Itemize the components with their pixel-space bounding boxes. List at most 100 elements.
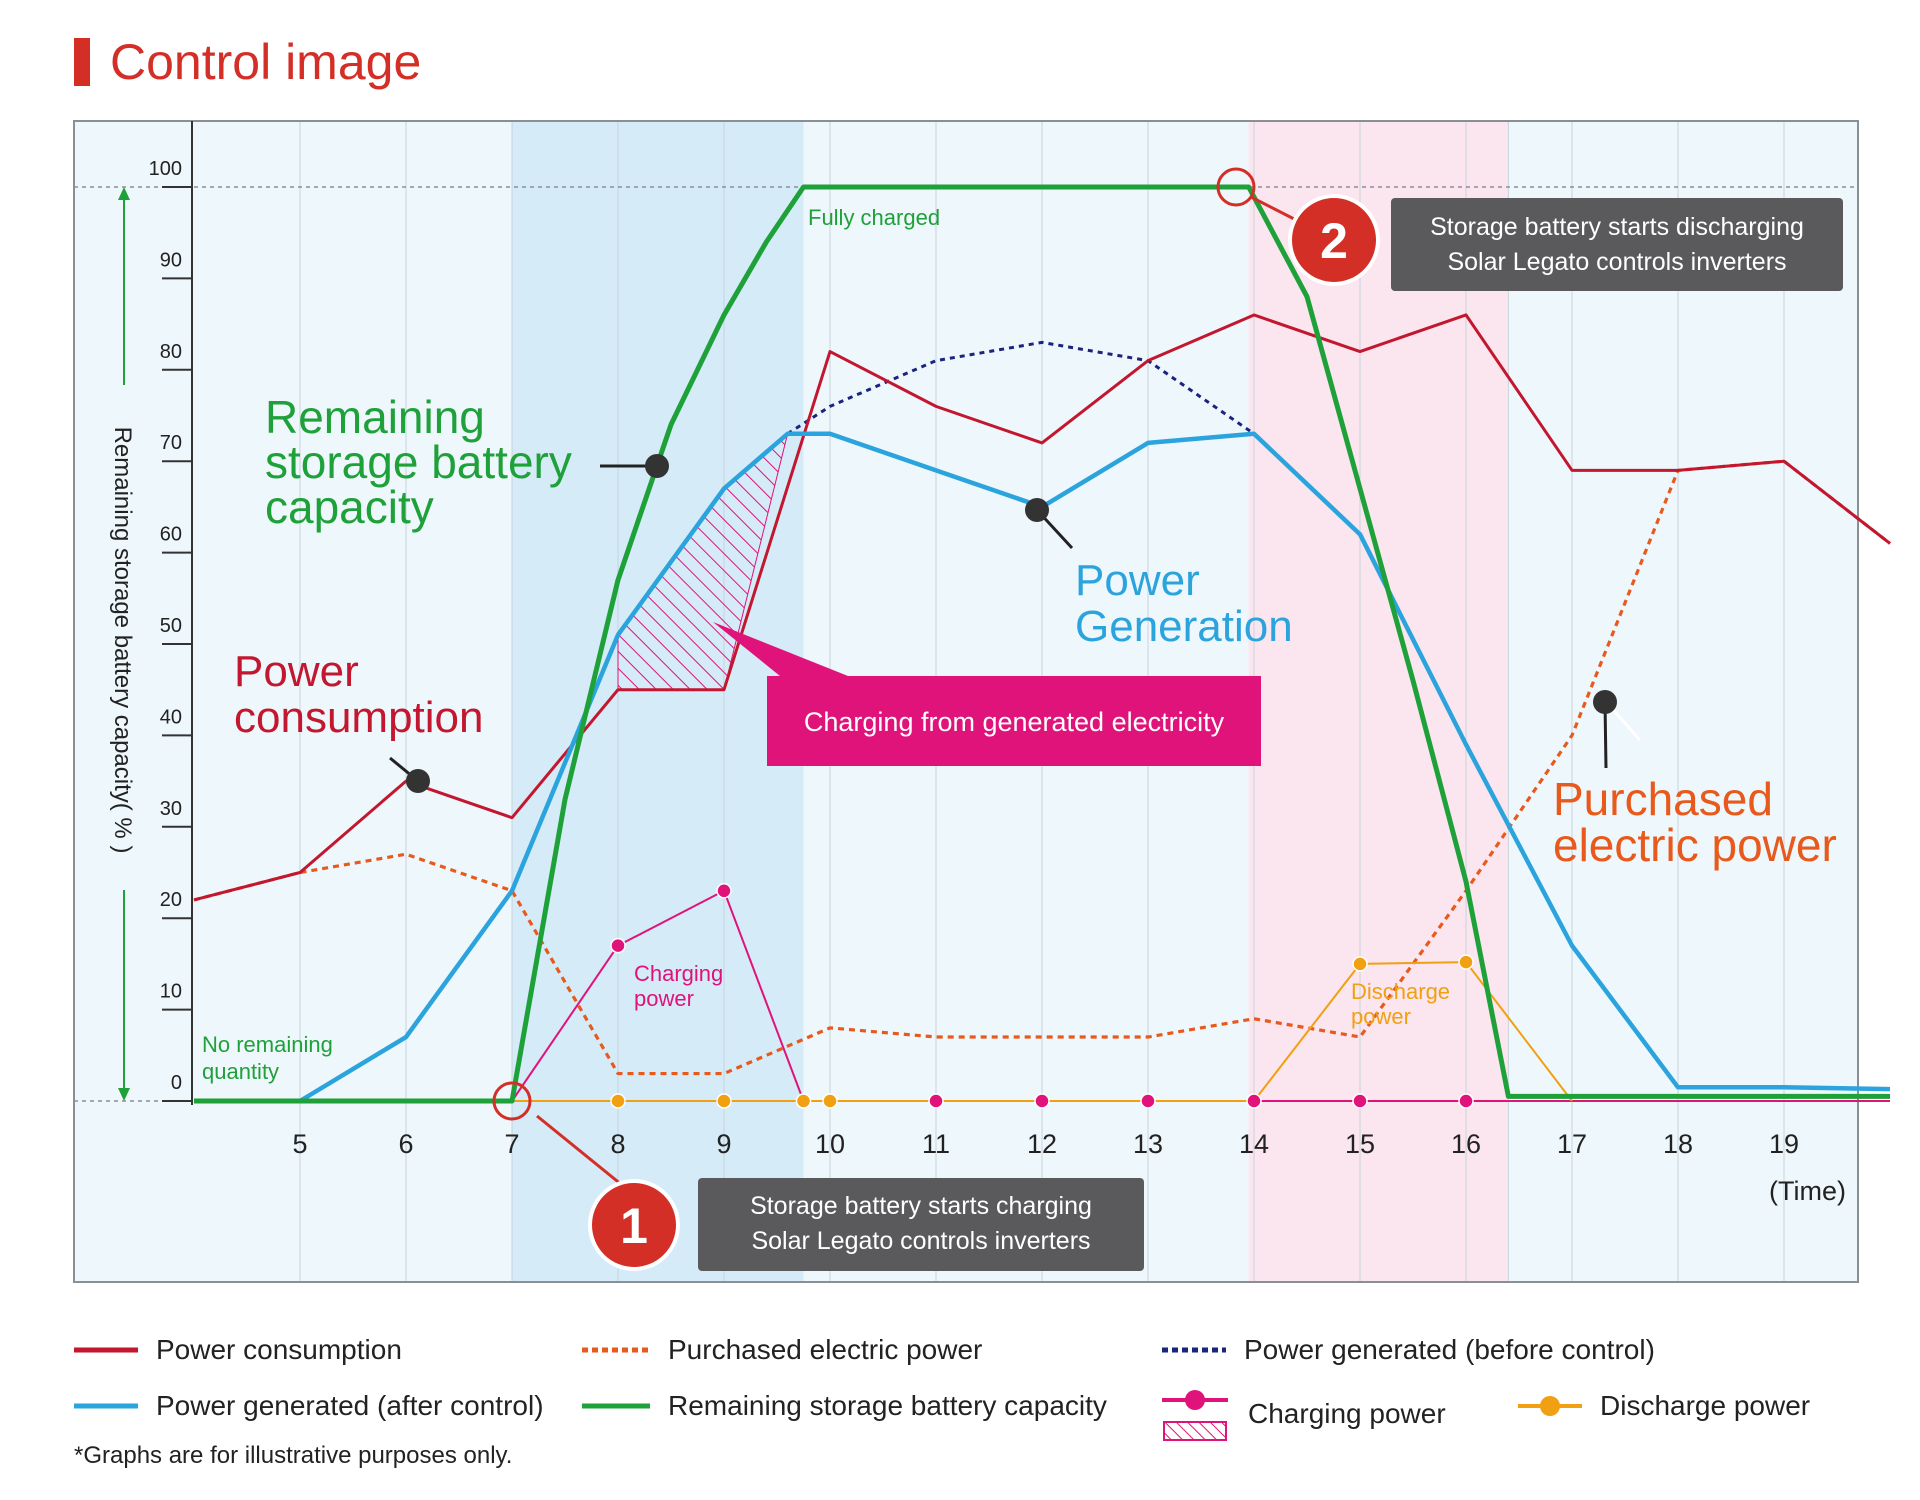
x-tick-label-12: 12 <box>1027 1129 1057 1159</box>
x-tick-label-16: 16 <box>1451 1129 1481 1159</box>
y-axis-title: Remaining storage battery capacity( % ) <box>109 427 136 854</box>
y-tick-label-40: 40 <box>160 706 182 728</box>
pink-callout-box <box>767 676 1261 766</box>
label-power-consumption-line-1: Power <box>234 647 359 696</box>
label-charging-power-line-2: power <box>634 986 694 1011</box>
charging-marker-11 <box>928 1093 944 1109</box>
legend-swatch-discharge <box>1518 1396 1582 1416</box>
series-line-generated_after <box>194 431 1891 1104</box>
x-axis-title: (Time) <box>1769 1176 1846 1206</box>
x-tick-label-10: 10 <box>815 1129 845 1159</box>
x-tick-label-17: 17 <box>1557 1129 1587 1159</box>
legend-item-battery: Remaining storage battery capacity <box>582 1390 1107 1422</box>
callout-2-number: 2 <box>1320 213 1348 269</box>
callout-1-ring <box>492 1081 532 1121</box>
label-remaining-capacity-line-3: capacity <box>265 481 434 533</box>
discharge-marker-8 <box>610 1093 626 1109</box>
legend-item-charging: Charging power <box>1162 1386 1446 1442</box>
legend-item-generated-before: Power generated (before control) <box>1162 1334 1655 1366</box>
charging-marker-15 <box>1352 1093 1368 1109</box>
callout-2-box <box>1391 198 1843 291</box>
charging-marker-13 <box>1140 1093 1156 1109</box>
x-tick-label-14: 14 <box>1239 1129 1269 1159</box>
y-arrow-bottom-head <box>118 1088 130 1101</box>
callout-1-text-line-1: Storage battery starts charging <box>750 1192 1092 1220</box>
disclaimer-note: *Graphs are for illustrative purposes on… <box>74 1442 513 1469</box>
label-no-remaining-line-1: No remaining <box>202 1032 333 1057</box>
label-charging-power-line-1: Charging <box>634 961 723 986</box>
legend-swatch-generated-after <box>74 1403 138 1409</box>
charging-marker-8 <box>610 937 626 954</box>
legend-label: Discharge power <box>1600 1390 1811 1421</box>
series-line-consumption <box>193 313 1891 902</box>
y-tick-label-80: 80 <box>160 341 182 363</box>
y-tick-label-50: 50 <box>160 615 182 637</box>
label-power-consumption-line-2: consumption <box>234 693 483 742</box>
discharge-marker-9.75 <box>795 1093 812 1109</box>
callout-1-badge <box>588 1179 680 1271</box>
dot-purchased <box>1593 690 1617 714</box>
legend-label: Power generated (after control) <box>156 1390 544 1421</box>
x-tick-label-8: 8 <box>610 1129 625 1159</box>
pink-callout-text: Charging from generated electricity <box>804 707 1225 737</box>
legend-item-purchased: Purchased electric power <box>582 1334 982 1366</box>
legend-item-discharge: Discharge power <box>1518 1390 1810 1422</box>
y-tick-label-10: 10 <box>160 981 182 1003</box>
label-discharge-power-line-1: Discharge <box>1351 979 1450 1004</box>
y-tick-label-90: 90 <box>160 249 182 271</box>
y-tick-label-60: 60 <box>160 524 182 546</box>
series-line-purchased <box>193 459 1891 1076</box>
x-tick-label-19: 19 <box>1769 1129 1799 1159</box>
y-arrow-top-head <box>118 187 130 200</box>
title-text: Control image <box>110 34 422 90</box>
label-no-remaining-line-2: quantity <box>202 1059 279 1084</box>
callout-2-text-line-2: Solar Legato controls inverters <box>1447 248 1786 276</box>
label-power-generation-line-2: Generation <box>1075 602 1293 651</box>
x-tick-label-18: 18 <box>1663 1129 1693 1159</box>
legend-item-consumption: Power consumption <box>74 1334 402 1366</box>
discharge-marker-16 <box>1458 954 1474 970</box>
label-remaining-capacity-line-2: storage battery <box>265 436 572 488</box>
dot-generation <box>1025 498 1049 522</box>
legend-swatch-consumption <box>74 1347 138 1353</box>
callout-2-badge <box>1288 194 1380 286</box>
callout-1-box <box>698 1178 1144 1271</box>
charging-marker-14 <box>1246 1093 1262 1109</box>
callout-1-text-line-2: Solar Legato controls inverters <box>751 1227 1090 1255</box>
label-discharge-power-line-2: power <box>1351 1004 1411 1029</box>
legend-label: Purchased electric power <box>668 1334 983 1365</box>
x-tick-label-15: 15 <box>1345 1129 1375 1159</box>
dot-consumption <box>406 769 430 793</box>
series-line-battery <box>194 184 1890 1104</box>
legend-swatch-battery <box>582 1403 650 1409</box>
y-tick-label-70: 70 <box>160 432 182 454</box>
callout-2-ring <box>1216 167 1256 207</box>
legend-label: Remaining storage battery capacity <box>668 1390 1107 1421</box>
charging-marker-16 <box>1458 1093 1474 1109</box>
page-title: Control image <box>74 34 421 90</box>
discharge-marker-15 <box>1352 956 1368 972</box>
charging-marker-12 <box>1034 1093 1050 1109</box>
label-purchased-power-line-2: electric power <box>1553 819 1837 871</box>
callout-1-number: 1 <box>620 1198 648 1254</box>
legend-label: Power generated (before control) <box>1244 1334 1655 1365</box>
y-tick-label-20: 20 <box>160 889 182 911</box>
y-tick-label-100: 100 <box>149 158 182 180</box>
charging-marker-9 <box>716 883 732 899</box>
y-tick-label-30: 30 <box>160 798 182 820</box>
legend-swatch-charging <box>1162 1390 1228 1441</box>
legend-item-generated-after: Power generated (after control) <box>74 1390 544 1422</box>
label-power-generation-line-1: Power <box>1075 556 1200 605</box>
dot-remaining <box>645 454 669 478</box>
callout-2-text-line-1: Storage battery starts discharging <box>1430 213 1804 241</box>
callout-2-leader <box>1250 195 1301 224</box>
label-remaining-capacity-line-1: Remaining <box>265 391 485 443</box>
x-tick-label-13: 13 <box>1133 1129 1163 1159</box>
label-purchased-power-line-1: Purchased <box>1553 773 1773 825</box>
x-tick-label-11: 11 <box>922 1129 950 1159</box>
x-tick-label-5: 5 <box>292 1129 307 1159</box>
discharge-marker-9 <box>716 1093 732 1109</box>
pink-callout-pointer <box>713 622 848 676</box>
title-accent-bar <box>74 38 90 86</box>
